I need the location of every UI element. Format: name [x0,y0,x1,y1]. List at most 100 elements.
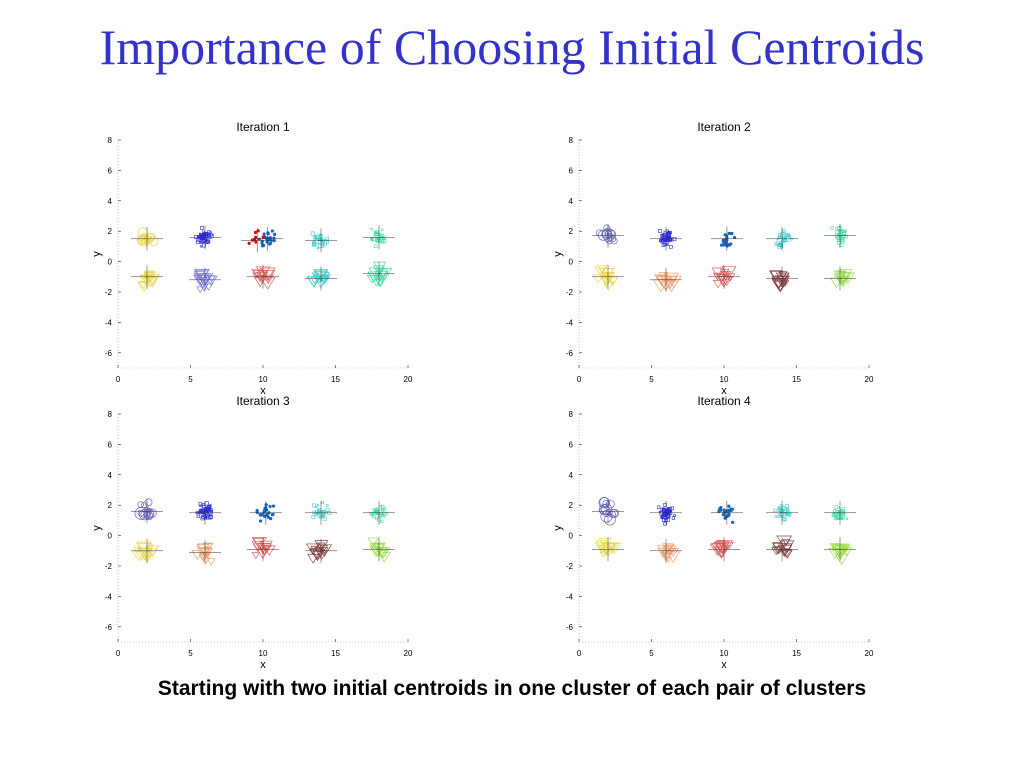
data-point [668,548,677,555]
data-point [254,240,258,244]
data-point [262,514,267,518]
data-point [314,540,329,552]
data-point [143,508,155,519]
data-point [198,502,203,506]
data-point [657,545,673,558]
data-point [840,544,851,553]
data-point [783,232,787,235]
x-tick-label: 5 [649,375,654,384]
data-point [247,241,251,245]
data-point [837,506,840,509]
data-point [779,504,784,508]
cluster-11 [363,261,395,288]
data-point [195,269,210,281]
data-point [251,552,261,560]
data-point [311,243,316,248]
data-point [312,275,329,288]
data-point [782,539,791,546]
data-point [841,547,853,556]
data-point [727,508,731,512]
data-point [259,267,276,281]
data-point [370,512,374,516]
data-point [662,546,672,555]
data-point [670,506,675,511]
data-point [270,229,274,233]
cluster-6 [241,228,274,253]
y-tick-label: 4 [569,197,574,206]
data-point [196,237,201,242]
data-point [317,234,321,238]
y-tick-label: -6 [566,623,574,632]
data-point [137,548,150,558]
data-point [255,510,259,514]
data-point [381,508,384,512]
data-point [712,280,724,289]
data-point [324,510,327,513]
data-point [723,233,727,237]
data-point [375,517,378,521]
y-axis-label: y [552,525,564,531]
data-point [666,507,670,511]
data-point [196,240,200,244]
y-tick-label: 8 [569,410,574,419]
data-point [206,507,211,512]
data-point [720,275,734,287]
data-point [208,506,212,510]
data-point [261,544,272,554]
data-point [714,546,728,558]
data-point [380,234,384,238]
data-point [383,515,386,518]
data-point [786,234,789,237]
cluster-2 [131,538,163,564]
data-point [370,227,373,231]
data-point [261,244,265,248]
data-point [713,542,727,552]
data-point [716,274,731,286]
cluster-3 [189,500,221,525]
data-point [374,273,383,281]
data-point [373,261,387,273]
data-point [723,509,727,514]
cluster-9 [824,223,856,248]
data-point [599,551,607,558]
data-point [310,231,315,236]
cluster-10 [363,225,395,250]
data-point [663,272,680,286]
data-point [367,271,382,283]
data-point [380,505,385,509]
x-tick-label: 0 [116,375,121,384]
data-point [777,515,780,518]
data-point [727,513,731,517]
x-tick-label: 5 [188,649,193,658]
x-tick-label: 10 [720,375,729,384]
cluster-5 [251,226,284,251]
data-point [667,508,671,511]
data-point [139,508,151,521]
cluster-3 [650,500,682,526]
data-point [312,242,317,246]
data-point [322,516,327,521]
data-point [673,514,676,517]
data-point [711,267,725,279]
x-tick-label: 15 [792,649,801,658]
data-point [600,271,609,279]
data-point [376,547,391,559]
data-point [604,230,613,238]
data-point [262,509,267,513]
data-point [316,551,325,558]
data-point [731,520,735,524]
data-point [137,227,148,238]
data-point [656,275,667,284]
data-point [778,512,781,516]
chart-iteration-4: Iteration 4 0 5 10 15 20 -6 -4 -2 0 2 4 6 8 x y [552,394,874,671]
data-point [832,545,846,557]
data-point [321,501,325,505]
chart-iteration-1: Iteration 1 0 5 10 15 20 -6 -4 -2 0 2 4 6 8 x y [91,120,413,397]
y-tick-label: 8 [108,410,113,419]
y-tick-label: -6 [566,349,574,358]
x-tick-label: 5 [649,649,654,658]
data-point [207,275,217,283]
data-point [200,245,203,248]
x-axis-label: x [721,385,727,397]
data-point [837,240,842,245]
